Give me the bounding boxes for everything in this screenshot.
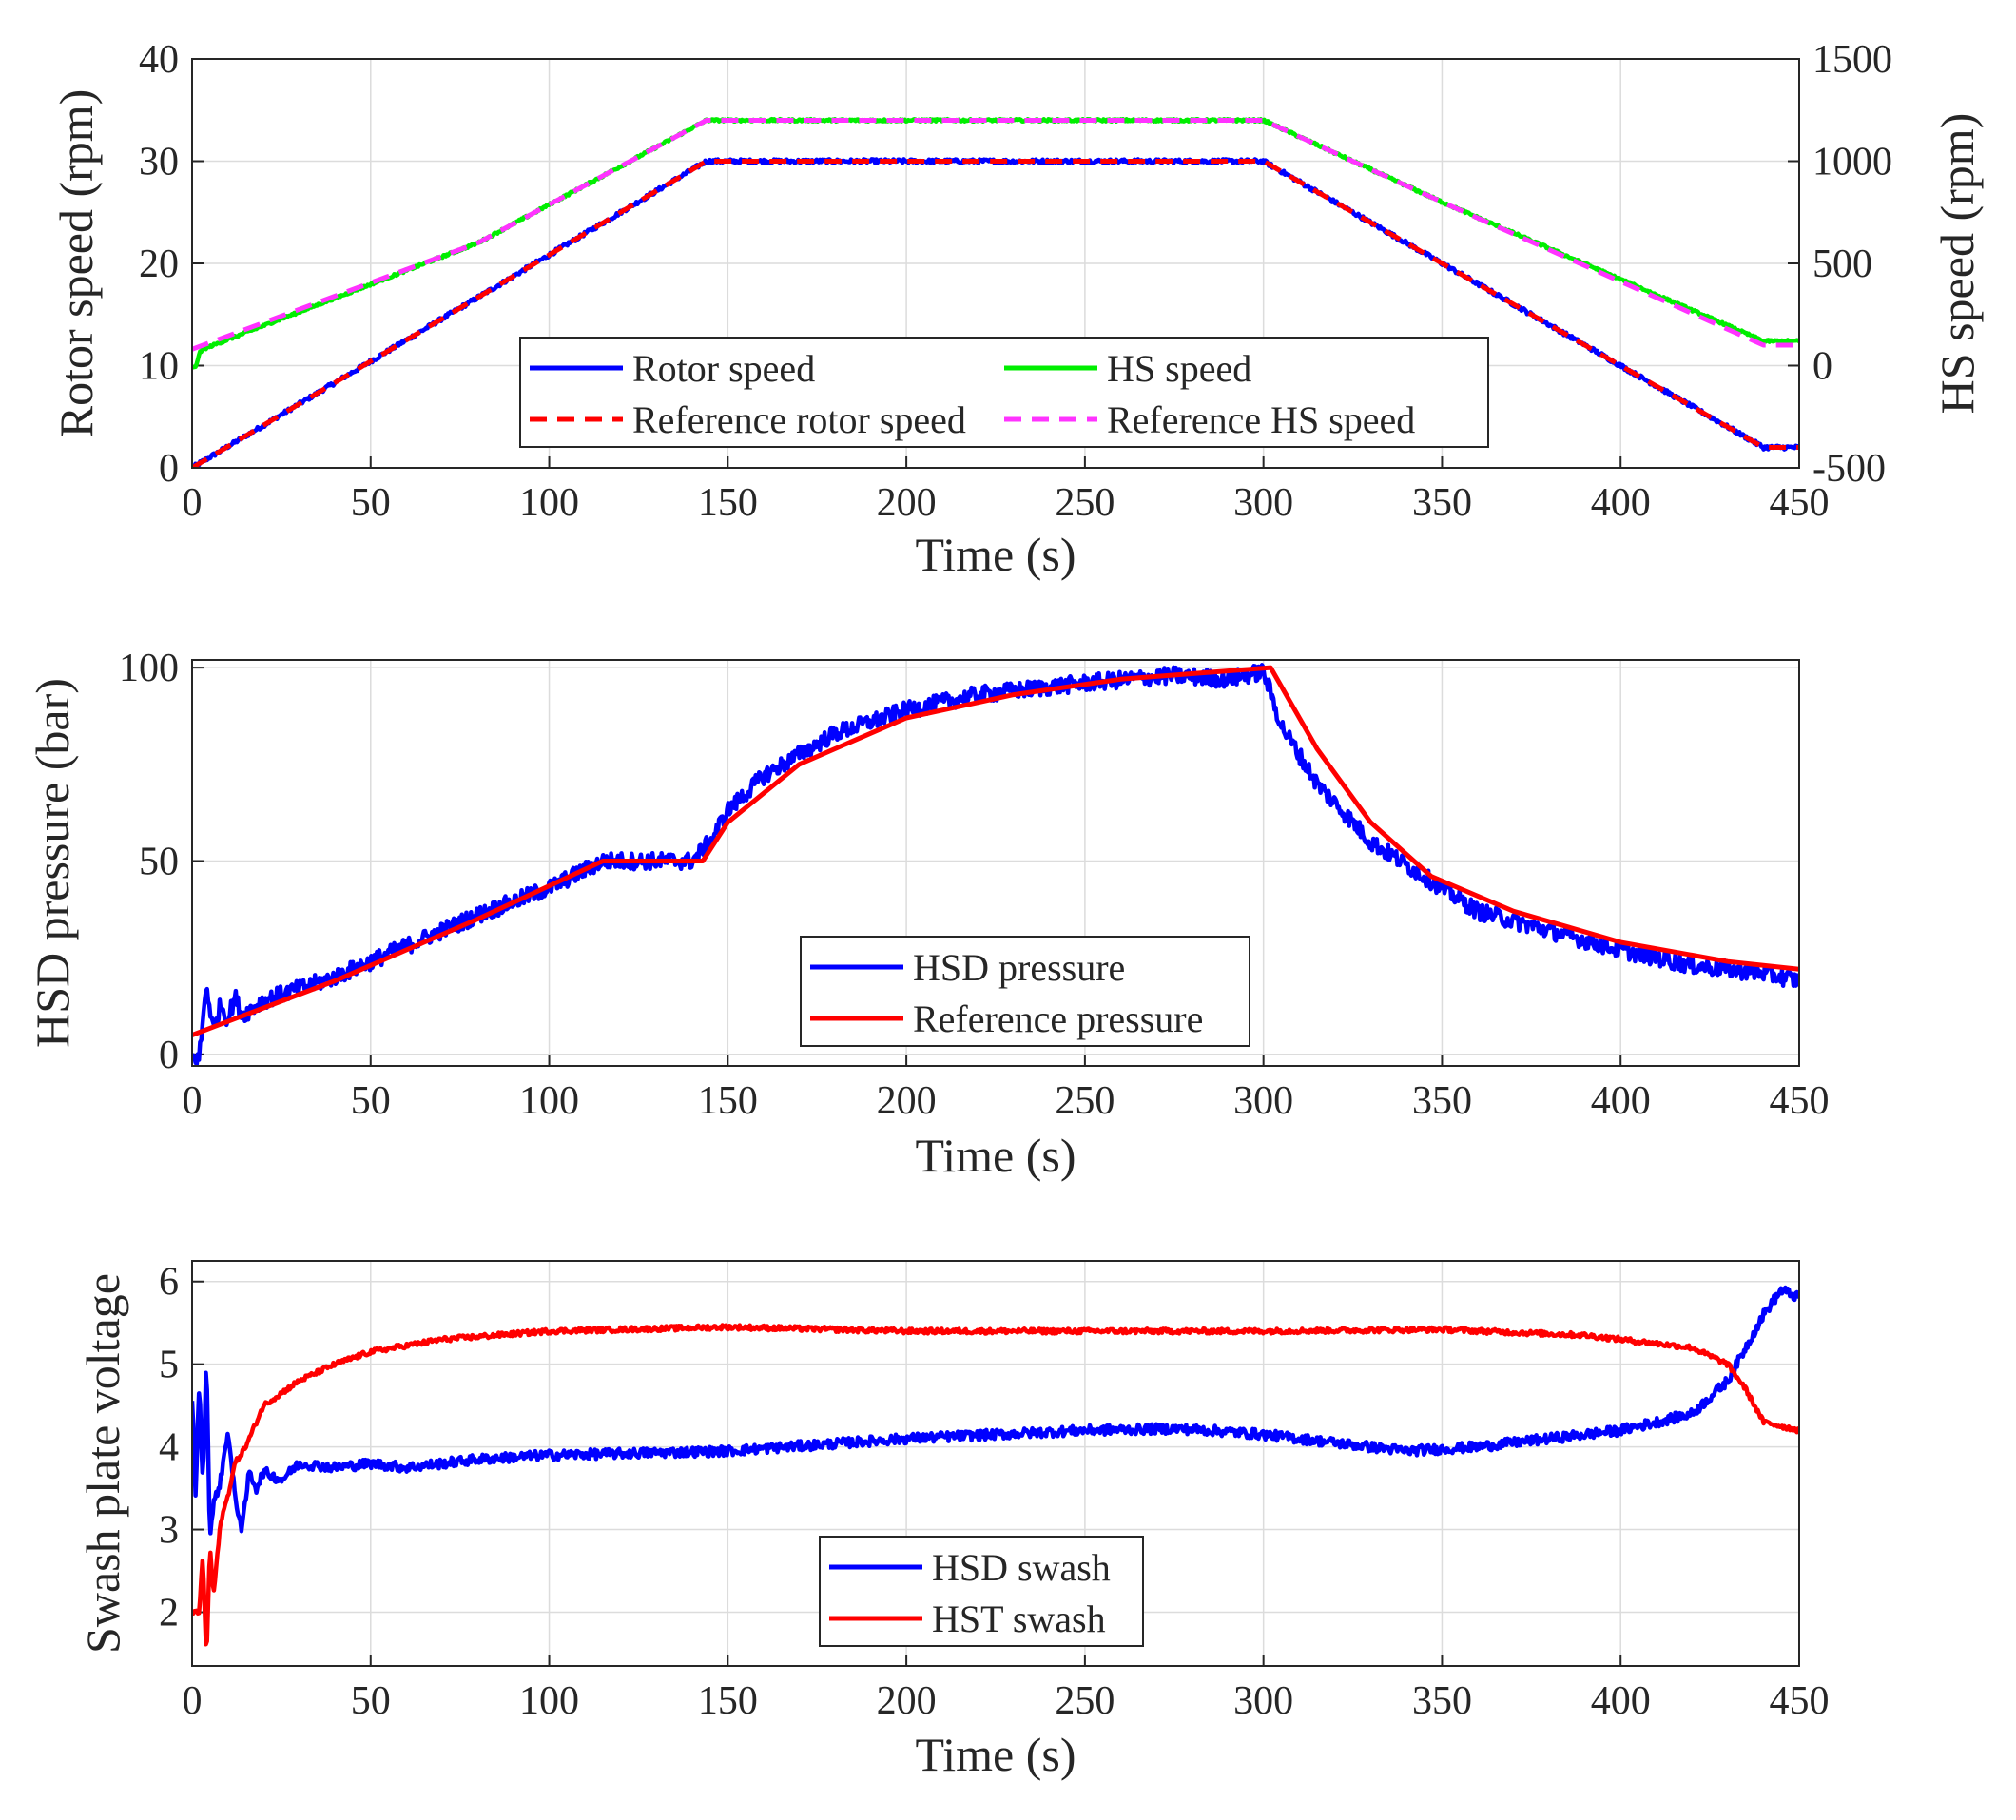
series-group	[192, 116, 1799, 468]
x-tick-label: 450	[1770, 481, 1830, 525]
legend-label: HST swash	[932, 1597, 1106, 1640]
x-tick-label: 100	[519, 481, 579, 525]
series-line-hsd-swash	[192, 1285, 1799, 1536]
x-tick-label: 200	[877, 1679, 937, 1723]
y2-tick-label: -500	[1812, 447, 1886, 491]
y2-axis-title: HS speed (rpm)	[1930, 113, 1984, 415]
legend-label: Reference pressure	[913, 997, 1203, 1040]
y2-tick-label: 0	[1812, 345, 1832, 389]
y-axis-title: Rotor speed (rpm)	[49, 89, 103, 438]
legend-label: Reference rotor speed	[632, 398, 966, 441]
y-axis-title: Swash plate voltage	[76, 1273, 129, 1654]
legend-box	[819, 1536, 1144, 1647]
y-tick-label: 6	[159, 1261, 179, 1305]
x-tick-label: 150	[698, 481, 758, 525]
x-tick-label: 100	[519, 1679, 579, 1723]
x-axis-title: Time (s)	[915, 1728, 1076, 1781]
y-tick-label: 30	[139, 141, 179, 184]
x-tick-label: 250	[1055, 481, 1115, 525]
x-tick-label: 150	[698, 1679, 758, 1723]
legend-label: HSD pressure	[913, 946, 1125, 989]
x-tick-label: 0	[183, 481, 203, 525]
y-tick-label: 0	[159, 1034, 179, 1077]
series-line-reference-hs-speed	[192, 118, 1799, 352]
y2-tick-label: 1000	[1812, 141, 1892, 184]
legend-box	[800, 936, 1250, 1047]
x-axis-title: Time (s)	[915, 1129, 1076, 1182]
x-tick-label: 250	[1055, 1679, 1115, 1723]
y-tick-label: 50	[139, 840, 179, 883]
legend-box	[519, 337, 1489, 448]
series-line-hst-swash	[192, 1323, 1799, 1647]
legend: HSD swash HST swash	[819, 1536, 1144, 1647]
speed-panel: 0 50 100 150 200 250 300 350 400 450 0 10 20 30 40 -500…	[49, 38, 1984, 581]
x-tick-label: 300	[1233, 1079, 1293, 1123]
x-tick-label: 100	[519, 1079, 579, 1123]
y-tick-label: 4	[159, 1426, 179, 1470]
y-tick-label: 100	[119, 647, 179, 690]
x-tick-label: 200	[877, 1079, 937, 1123]
x-tick-label: 0	[183, 1079, 203, 1123]
x-tick-label: 200	[877, 481, 937, 525]
x-tick-label: 350	[1412, 1679, 1472, 1723]
legend-label: HSD swash	[932, 1546, 1111, 1589]
axes-box	[191, 58, 1800, 469]
x-tick-label: 400	[1591, 1079, 1651, 1123]
pressure-panel: 0 50 100 150 200 250 300 350 400 450 0 50 100 Time (s…	[26, 647, 1830, 1182]
y-tick-label: 2	[159, 1591, 179, 1635]
series-line-reference-pressure	[192, 665, 1799, 1037]
x-tick-label: 300	[1233, 481, 1293, 525]
x-tick-label: 400	[1591, 481, 1651, 525]
axes-box	[191, 659, 1800, 1067]
y2-tick-label: 1500	[1812, 38, 1892, 82]
x-tick-label: 150	[698, 1079, 758, 1123]
legend-label: HS speed	[1107, 347, 1251, 390]
swash-panel: 0 50 100 150 200 250 300 350 400 450 2 3 4 5 6 Time (s)…	[76, 1260, 1830, 1781]
x-tick-label: 350	[1412, 1079, 1472, 1123]
legend-label: Reference HS speed	[1107, 398, 1415, 441]
x-tick-label: 250	[1055, 1079, 1115, 1123]
legend: Rotor speed Reference rotor speed HS speed…	[519, 337, 1489, 448]
legend-label: Rotor speed	[632, 347, 815, 390]
y-tick-label: 3	[159, 1509, 179, 1553]
y-tick-label: 0	[159, 447, 179, 491]
x-tick-label: 450	[1770, 1079, 1830, 1123]
y-tick-label: 20	[139, 242, 179, 286]
x-tick-label: 50	[351, 481, 391, 525]
x-tick-label: 450	[1770, 1679, 1830, 1723]
x-tick-label: 50	[351, 1079, 391, 1123]
axes-box	[191, 1260, 1800, 1667]
y-axis-title: HSD pressure (bar)	[26, 678, 79, 1048]
y-tick-label: 40	[139, 38, 179, 82]
x-tick-label: 350	[1412, 481, 1472, 525]
series-line-reference-rotor-speed	[192, 159, 1799, 468]
x-tick-label: 300	[1233, 1679, 1293, 1723]
y-tick-label: 10	[139, 345, 179, 389]
x-tick-label: 400	[1591, 1679, 1651, 1723]
legend: HSD pressure Reference pressure	[800, 936, 1250, 1047]
y2-tick-label: 500	[1812, 242, 1872, 286]
series-group	[192, 1285, 1799, 1647]
y-tick-label: 5	[159, 1344, 179, 1387]
series-group	[192, 663, 1799, 1066]
x-tick-label: 50	[351, 1679, 391, 1723]
x-tick-label: 0	[183, 1679, 203, 1723]
x-axis-title: Time (s)	[915, 528, 1076, 581]
